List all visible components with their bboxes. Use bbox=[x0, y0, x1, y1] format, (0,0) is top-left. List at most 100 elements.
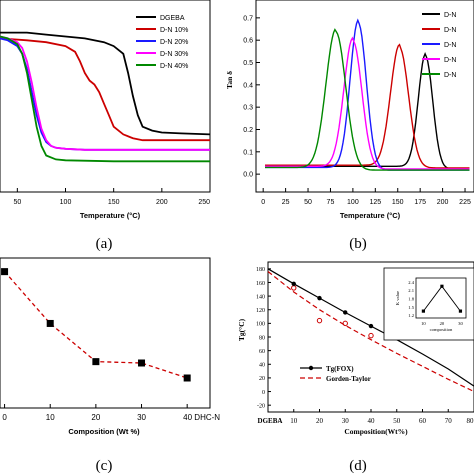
panel-b-xlabel: Temperature (°C) bbox=[340, 211, 401, 220]
panel-d-caption: (d) bbox=[349, 458, 367, 474]
panel-c-xlabel: Composition (Wt %) bbox=[68, 427, 140, 436]
panel-b-caption: (b) bbox=[349, 236, 367, 252]
panel-a-series-line-3 bbox=[0, 35, 210, 151]
panel-b-ytick-label: 0.5 bbox=[243, 60, 253, 67]
panel-b-series-line-0 bbox=[265, 51, 470, 170]
panel-d-xtick-label: 40 bbox=[368, 417, 376, 425]
panel-b-xtick-label: 175 bbox=[414, 199, 426, 206]
panel-d-fox-point bbox=[368, 323, 374, 329]
panel-a: 50 100 150 200 250 DGEBA D-N 10% D-N 20% D-N 30… bbox=[0, 0, 211, 252]
panel-d-inset-ytick-label: 1.8 bbox=[408, 296, 414, 301]
panel-b-legend: D-N D-N D-N D-N D-N bbox=[422, 12, 456, 79]
panel-b-ytick-label: 0.0 bbox=[243, 172, 253, 179]
panel-a-xtick-label: 200 bbox=[156, 199, 168, 206]
panel-d-ytick-label: 60 bbox=[259, 349, 265, 355]
panel-b-series-line-3 bbox=[265, 36, 470, 170]
panel-d: DGEBA 10 20 30 40 50 60 70 80 -20 0 20 40 60 80 100 120 1… bbox=[237, 261, 474, 474]
panel-b-ytick-label: 0.7 bbox=[243, 15, 253, 22]
panel-b-xtick-label: 200 bbox=[437, 199, 449, 206]
panel-a-legend-label: D-N 40% bbox=[160, 63, 188, 70]
panel-c-xtick-label: 30 bbox=[137, 413, 146, 422]
panel-b-ytick-label: 0.3 bbox=[243, 105, 253, 112]
panel-d-inset-frame bbox=[415, 277, 467, 319]
panel-d-ylabel: Tg(°C) bbox=[237, 318, 246, 341]
panel-b-xtick-label: 125 bbox=[369, 199, 381, 206]
panel-d-gorden-taylor-line bbox=[267, 271, 474, 393]
panel-d-inset-point bbox=[458, 309, 463, 313]
panel-a-caption: (a) bbox=[96, 236, 113, 252]
panel-d-xtick-label: 10 bbox=[290, 417, 298, 425]
panel-d-exp-point bbox=[368, 332, 374, 339]
panel-d-ytick-label: 120 bbox=[256, 308, 265, 314]
panel-d-fox-point bbox=[317, 295, 322, 301]
panel-a-frame bbox=[0, 0, 211, 193]
panel-d-exp-point bbox=[291, 285, 297, 291]
panel-d-ytick-label: 180 bbox=[256, 267, 265, 273]
panel-d-fox-point bbox=[291, 281, 296, 287]
panel-d-inset-ytick-label: 1.5 bbox=[408, 305, 414, 310]
panel-b-ytick-label: 0.2 bbox=[243, 127, 253, 134]
panel-c-xtick-label: 10 bbox=[46, 413, 55, 422]
panel-c-data-point bbox=[183, 374, 191, 382]
panel-b-legend-label: D-N bbox=[444, 27, 456, 34]
panel-b-xtick-label: 75 bbox=[327, 199, 335, 206]
panel-c-data-point bbox=[92, 358, 100, 366]
panel-d-inset-ytick-label: 1.2 bbox=[408, 313, 414, 318]
panel-a-xlabel: Temperature (°C) bbox=[80, 211, 141, 220]
panel-b-ytick-label: 0.1 bbox=[243, 149, 253, 156]
panel-d-ytick-label: 20 bbox=[259, 376, 265, 382]
panel-c-xtick-label: 0 bbox=[2, 413, 7, 422]
panel-b-ylabel: Tan δ bbox=[225, 71, 234, 89]
panel-c-xtick-label: 40 DHC-N bbox=[183, 413, 220, 422]
panel-b: 0 25 50 75 100 125 150 175 200 225 0.0 0.1 0.2 0.3 0.4… bbox=[225, 0, 474, 252]
panel-b-xtick-label: 225 bbox=[459, 199, 471, 206]
panel-d-inset-ylabel: K value bbox=[395, 291, 400, 305]
panel-d-inset-xtick-label: 30 bbox=[458, 321, 463, 326]
panel-d-xtick-label: 70 bbox=[445, 417, 453, 425]
panel-d-inset-xtick-label: 20 bbox=[440, 321, 445, 326]
panel-a-legend-label: DGEBA bbox=[160, 15, 185, 22]
panel-d-xtick-label: 20 bbox=[316, 417, 324, 425]
panel-c-xtick-label: 20 bbox=[91, 413, 100, 422]
panel-a-legend-label: D-N 10% bbox=[160, 27, 188, 34]
panel-d-ytick-label: 160 bbox=[256, 281, 265, 287]
panel-d-ytick-label: 80 bbox=[259, 335, 265, 341]
panel-b-legend-label: D-N bbox=[444, 72, 456, 79]
panel-d-xlabel: Composition(Wt%) bbox=[344, 427, 408, 436]
panel-d-xtick-label: 50 bbox=[393, 417, 401, 425]
panel-b-xtick-label: 0 bbox=[261, 199, 265, 206]
panel-a-series-line-0 bbox=[0, 31, 211, 136]
panel-c-data-point bbox=[1, 268, 9, 276]
panel-d-xtick-label: 80 bbox=[467, 417, 474, 425]
panel-c: 0 10 20 30 40 DHC-N Composition (Wt %) (c) bbox=[0, 257, 220, 474]
panel-c-data-point bbox=[138, 359, 146, 367]
panel-a-xtick-label: 250 bbox=[198, 199, 210, 206]
panel-d-fox-point bbox=[343, 310, 348, 315]
panel-b-series-line-1 bbox=[265, 43, 470, 169]
panel-d-inset-xtick-label: 10 bbox=[421, 321, 426, 326]
panel-b-xtick-label: 50 bbox=[304, 199, 312, 206]
panel-b-xtick-label: 150 bbox=[392, 199, 404, 206]
panel-c-data-point bbox=[46, 319, 54, 327]
panel-d-ytick-label: 40 bbox=[259, 363, 265, 369]
panel-a-legend-label: D-N 20% bbox=[160, 39, 188, 46]
panel-d-xtick-label: 60 bbox=[419, 417, 427, 425]
panel-b-xtick-label: 25 bbox=[282, 199, 290, 206]
panel-b-series-line-4 bbox=[265, 28, 470, 171]
panel-a-xtick-label: 50 bbox=[13, 199, 21, 206]
panel-b-legend-label: D-N bbox=[444, 12, 456, 19]
panel-a-legend-label: D-N 30% bbox=[160, 51, 188, 58]
panel-b-legend-label: D-N bbox=[444, 57, 456, 64]
panel-d-exp-point bbox=[316, 317, 323, 324]
panel-d-legend: Tg(FOX) Gorden-Taylor bbox=[300, 365, 371, 383]
panel-a-series-line-4 bbox=[0, 35, 210, 163]
panel-d-inset-ytick-label: 2.4 bbox=[408, 280, 414, 285]
panel-d-ytick-label: 100 bbox=[256, 322, 265, 328]
panel-b-ytick-label: 0.4 bbox=[243, 82, 253, 89]
panel-a-series-line-1 bbox=[0, 37, 210, 142]
panel-d-legend-marker bbox=[308, 365, 314, 371]
panel-a-xtick-label: 100 bbox=[60, 199, 72, 206]
panel-b-legend-label: D-N bbox=[444, 42, 456, 49]
panel-a-legend: DGEBA D-N 10% D-N 20% D-N 30% D-N 40% bbox=[136, 15, 188, 70]
panel-d-legend-label: Gorden-Taylor bbox=[326, 375, 371, 383]
